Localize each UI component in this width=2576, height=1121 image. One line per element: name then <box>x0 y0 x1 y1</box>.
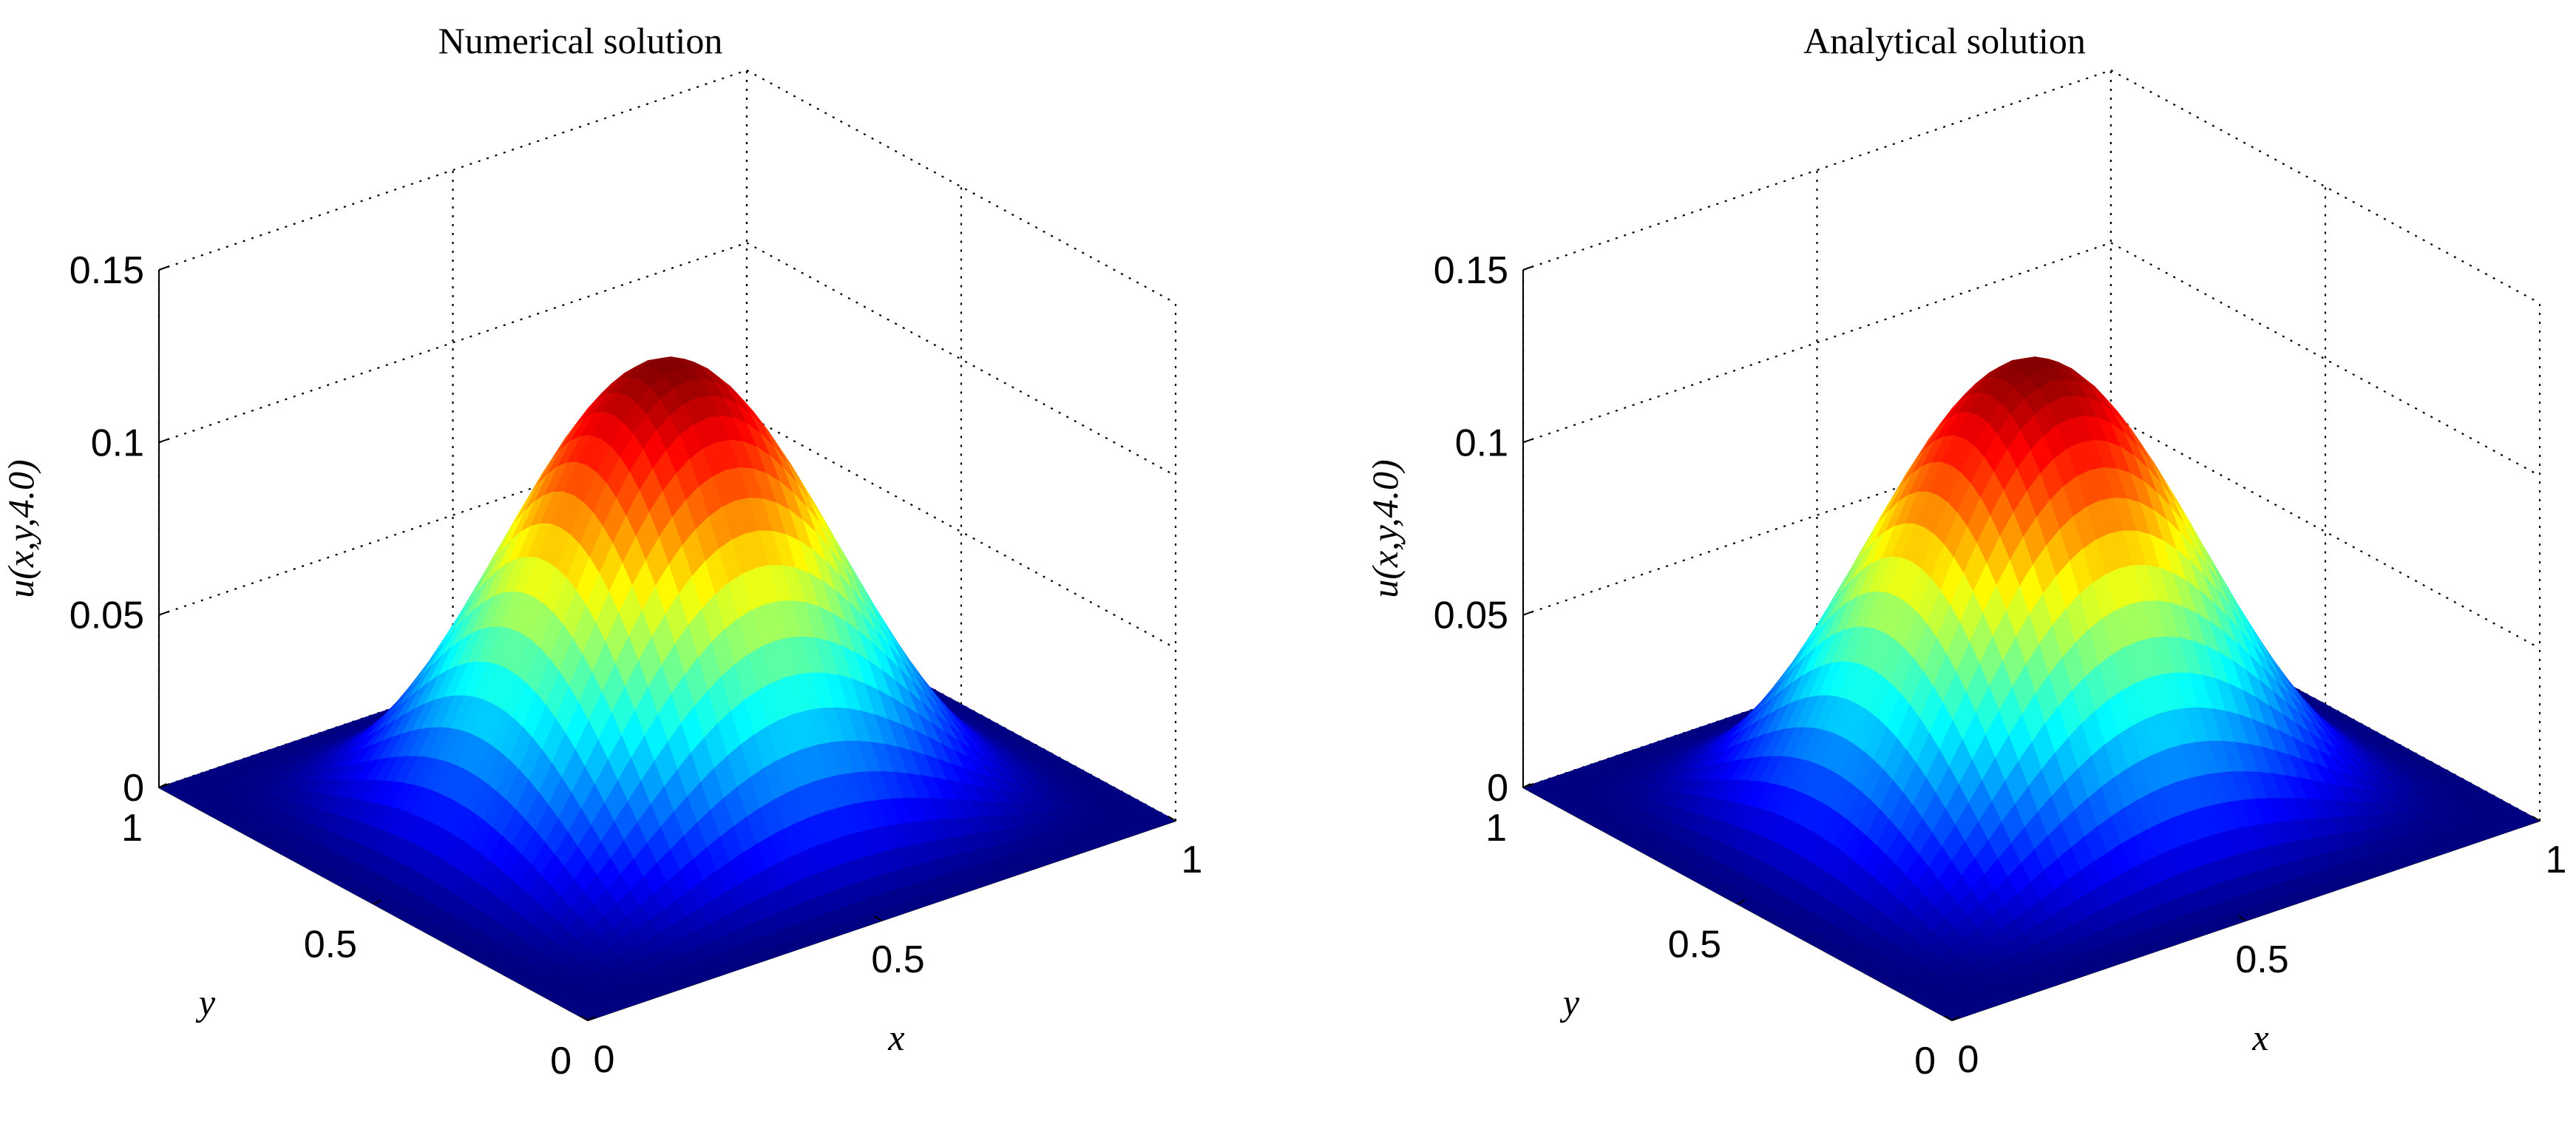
y-tick-mark <box>587 1016 596 1021</box>
x-axis-label: x <box>887 1017 904 1058</box>
x-tick-label: 0 <box>594 1038 615 1081</box>
plot-panel-2: 00.050.10.1500.5100.51xyu(x,y,4.0)Analyt… <box>1364 20 2566 1083</box>
z-tick-label: 0.1 <box>1455 421 1508 464</box>
z-gridline-back-right <box>2110 242 2541 477</box>
z-gridline-back-right <box>2110 70 2541 304</box>
x-tick-label: 0 <box>1958 1038 1979 1081</box>
z-gridline-back-left <box>1522 69 2112 271</box>
y-tick-label: 0.5 <box>304 924 357 966</box>
x-tick-mark <box>1944 1015 1953 1021</box>
z-gridline-back-left <box>158 69 748 271</box>
y-tick-label: 0 <box>1914 1040 1936 1083</box>
z-tick-mark <box>1522 610 1534 616</box>
y-axis-label: y <box>195 982 216 1023</box>
z-tick-label: 0 <box>123 767 144 810</box>
x-tick-mark <box>2532 816 2541 822</box>
y-tick-label: 0 <box>550 1040 572 1083</box>
x-tick-label: 1 <box>1182 839 1203 881</box>
y-tick-mark <box>373 899 382 905</box>
z-tick-label: 0.15 <box>1434 249 1508 292</box>
surface <box>1522 356 2541 1021</box>
y-tick-mark <box>1522 783 1531 788</box>
x-tick-mark <box>1167 816 1176 822</box>
x-tick-label: 0.5 <box>871 938 924 981</box>
z-gridline-back-right <box>746 242 1176 477</box>
surface <box>157 356 1177 1021</box>
y-tick-mark <box>158 783 167 788</box>
y-tick-label: 1 <box>1485 807 1507 850</box>
z-tick-mark <box>158 438 170 444</box>
z-tick-mark <box>158 265 170 271</box>
chart-title: Numerical solution <box>438 20 723 61</box>
z-tick-mark <box>158 610 170 616</box>
z-tick-label: 0.15 <box>70 249 144 292</box>
x-tick-mark <box>873 915 883 921</box>
z-tick-mark <box>1522 438 1534 444</box>
x-tick-mark <box>2237 915 2247 921</box>
plot-panel-1: 00.050.10.1500.5100.51xyu(x,y,4.0)Numeri… <box>0 20 1202 1083</box>
z-tick-label: 0.1 <box>91 421 144 464</box>
x-axis-label: x <box>2251 1017 2268 1058</box>
z-tick-label: 0 <box>1487 767 1508 810</box>
z-axis-label: u(x,y,4.0) <box>1364 459 1406 597</box>
z-gridline-back-right <box>746 70 1176 304</box>
z-tick-label: 0.05 <box>1434 595 1508 637</box>
y-tick-mark <box>1951 1016 1960 1021</box>
y-tick-label: 0.5 <box>1668 924 1721 966</box>
y-axis-label: y <box>1559 982 1580 1023</box>
z-tick-mark <box>1522 265 1534 271</box>
z-gridline-back-right <box>2110 414 2541 649</box>
x-tick-label: 1 <box>2546 839 2567 881</box>
z-tick-label: 0.05 <box>70 595 144 637</box>
x-tick-mark <box>580 1015 589 1021</box>
x-tick-label: 0.5 <box>2235 938 2288 981</box>
y-tick-mark <box>1737 899 1746 905</box>
chart-title: Analytical solution <box>1803 20 2086 61</box>
z-axis-label: u(x,y,4.0) <box>0 459 41 597</box>
y-tick-label: 1 <box>121 807 143 850</box>
z-gridline-back-right <box>746 414 1176 649</box>
